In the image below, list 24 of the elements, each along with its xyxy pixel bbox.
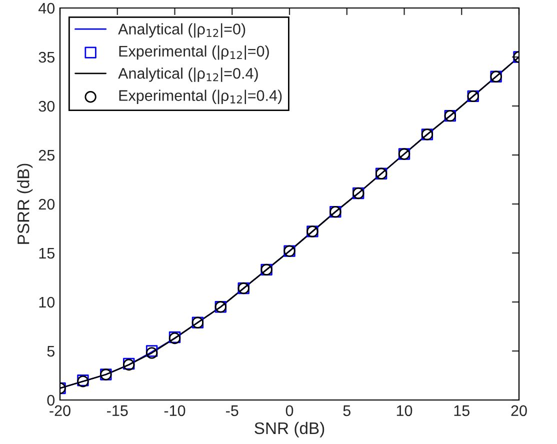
x-tick-label: 10 (396, 405, 412, 416)
legend-label: Experimental (|ρ$_{12}$|=0.4) (119, 90, 282, 104)
x-tick-label: 5 (343, 405, 350, 416)
y-tick-label: 40 (38, 2, 55, 14)
y-tick-label: 0 (47, 394, 55, 406)
x-tick-label: -20 (50, 405, 70, 416)
legend-label: Experimental (|ρ$_{12}$|=0) (119, 45, 269, 60)
y-tick-label: 5 (47, 346, 54, 357)
x-tick-label: 15 (454, 405, 470, 416)
legend-label: Analytical (|ρ$_{12}$|=0.4) (118, 68, 258, 82)
x-tick-label: 20 (511, 405, 527, 416)
x-tick-label: -15 (107, 405, 128, 416)
y-tick-label: 20 (38, 198, 55, 210)
x-axis-title: SNR (dB) (254, 422, 324, 438)
x-tick-label: 0 (286, 405, 294, 416)
legend-label: Analytical (|ρ$_{12}$|=0) (118, 23, 246, 38)
x-tick-label: -10 (164, 405, 186, 416)
y-tick-label: 15 (39, 248, 54, 259)
y-tick-label: 30 (38, 100, 55, 112)
y-tick-label: 10 (39, 296, 55, 308)
y-tick-label: 35 (38, 52, 54, 63)
y-tick-label: 25 (38, 150, 54, 161)
x-tick-label: -5 (226, 405, 238, 416)
y-axis-title: PSRR (dB) (17, 164, 33, 244)
